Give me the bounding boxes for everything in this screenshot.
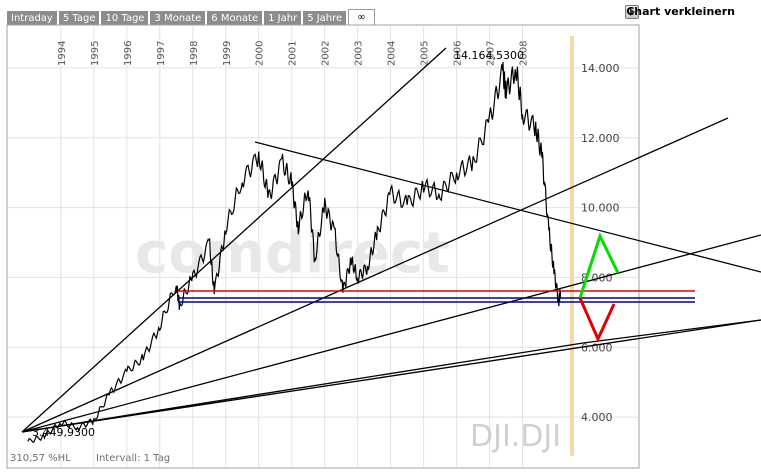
interval-readout: Intervall: 1 Tag [96, 453, 171, 464]
arrow-down [578, 297, 616, 343]
shrink-chart-button[interactable] [625, 5, 639, 19]
y-tick-14.000: 14.000 [581, 62, 620, 75]
trend-line-4 [21, 342, 584, 433]
trend-line-0 [21, 47, 447, 433]
change-readout: 310,57 %HL [10, 453, 71, 464]
x-tick-2001: 2001 [288, 41, 299, 66]
trend-line-9 [582, 319, 761, 344]
x-tick-2007: 2007 [486, 41, 497, 66]
tab-3[interactable]: 3 Monate [150, 11, 206, 27]
x-tick-2005: 2005 [420, 41, 431, 66]
x-tick-1996: 1996 [123, 41, 134, 66]
low-label: 3.449,9300 [32, 426, 95, 439]
x-tick-1995: 1995 [90, 41, 101, 66]
tab-6[interactable]: 5 Jahre [303, 11, 347, 27]
tab-5[interactable]: 1 Jahr [264, 11, 302, 27]
y-tick-6.000: 6.000 [581, 341, 613, 354]
arrow-up [578, 231, 620, 299]
today-marker [570, 36, 574, 456]
shrink-chart-label[interactable]: Chart verkleinern [626, 5, 735, 18]
watermark-brand: comdirect [135, 221, 450, 286]
tab-1[interactable]: 5 Tage [58, 11, 100, 27]
trend-lines [21, 47, 761, 433]
chart-frame [6, 24, 640, 469]
x-tick-2003: 2003 [354, 41, 365, 66]
x-tick-labels: 1994 1995 1996 1997 1998 1999 2000 2001 2002 2003… [57, 41, 530, 66]
series-line-price [27, 61, 562, 443]
chart-grid [8, 26, 638, 467]
high-label: 14.164,5300 [454, 49, 524, 62]
x-tick-2004: 2004 [387, 41, 398, 66]
x-tick-2002: 2002 [321, 41, 332, 66]
y-tick-4.000: 4.000 [581, 411, 613, 424]
trend-line-3 [21, 319, 761, 433]
y-tick-10.000: 10.000 [581, 202, 620, 215]
tab-0[interactable]: Intraday [7, 11, 57, 27]
trend-line-1 [21, 117, 729, 433]
tab-4[interactable]: 6 Monate [207, 11, 263, 27]
watermark-symbol: DJI.DJI [470, 419, 561, 454]
x-tick-2008: 2008 [519, 41, 530, 66]
x-tick-2006: 2006 [453, 41, 464, 66]
y-tick-12.000: 12.000 [581, 132, 620, 145]
x-tick-1998: 1998 [189, 41, 200, 66]
tab-2[interactable]: 10 Tage [101, 11, 149, 27]
trend-line-2 [21, 234, 761, 433]
x-tick-1999: 1999 [222, 41, 233, 66]
period-tabs: Intraday 5 Tage 10 Tage 3 Monate 6 Monate 1 J… [7, 9, 375, 28]
x-tick-2000: 2000 [255, 41, 266, 66]
x-tick-1997: 1997 [156, 41, 167, 66]
x-tick-1994: 1994 [57, 41, 68, 66]
tab-7[interactable]: ∞ [348, 9, 375, 28]
trend-line-5 [254, 141, 761, 273]
